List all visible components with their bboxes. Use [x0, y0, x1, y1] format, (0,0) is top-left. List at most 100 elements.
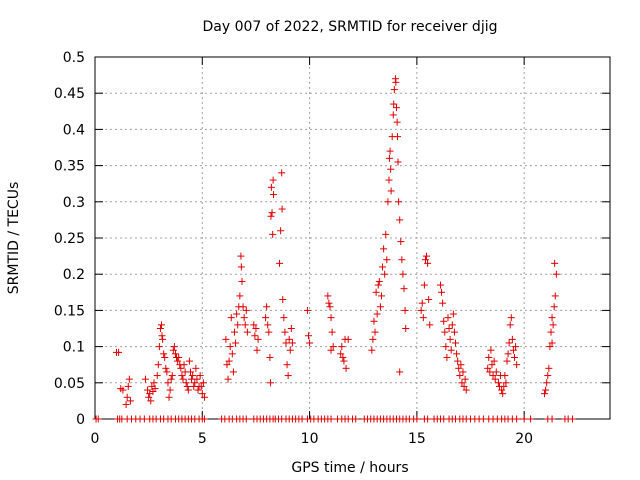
data-point	[394, 133, 402, 141]
data-point	[144, 386, 152, 394]
data-point	[441, 328, 449, 336]
data-point	[438, 288, 446, 296]
data-point	[253, 346, 261, 354]
data-point	[382, 230, 390, 238]
data-point	[178, 372, 186, 380]
data-point	[541, 390, 549, 398]
data-point	[171, 350, 179, 358]
data-point	[371, 328, 379, 336]
y-tick-label: 0.25	[54, 231, 85, 247]
y-tick-label: 0.45	[54, 86, 85, 102]
data-point	[376, 303, 384, 311]
data-point	[267, 379, 275, 387]
data-point	[287, 325, 295, 332]
data-point	[459, 368, 467, 376]
data-point	[200, 415, 208, 423]
x-tick-label: 5	[198, 431, 207, 447]
data-point	[166, 386, 174, 394]
data-point	[458, 379, 466, 387]
y-axis-ticks: 0 0.05 0.1 0.15 0.2 0.25 0.3 0.35 0.4 0.45 0.5	[54, 50, 610, 428]
data-point	[499, 390, 507, 398]
data-point	[229, 368, 237, 376]
y-axis-title: SRMTID / TECUs	[6, 182, 22, 295]
data-point	[224, 375, 232, 383]
data-point	[568, 415, 576, 423]
data-point	[425, 296, 433, 304]
data-point	[225, 357, 233, 365]
data-point	[397, 238, 405, 246]
data-point	[250, 321, 258, 329]
data-point	[511, 353, 519, 361]
data-point	[156, 325, 164, 332]
y-tick-label: 0.05	[54, 376, 85, 392]
data-point	[242, 306, 250, 314]
data-point	[164, 379, 172, 387]
data-point	[197, 382, 205, 390]
data-point	[369, 335, 377, 343]
data-point	[123, 393, 131, 401]
data-point	[344, 335, 352, 343]
data-point	[418, 299, 426, 307]
data-point	[266, 353, 274, 361]
y-tick-label: 0.35	[54, 159, 85, 175]
data-point	[168, 372, 176, 380]
data-point	[398, 256, 406, 264]
data-point	[269, 230, 277, 238]
data-point	[327, 415, 335, 423]
data-point	[520, 415, 528, 423]
data-point	[182, 379, 190, 387]
data-point	[126, 397, 134, 405]
data-point	[278, 205, 286, 213]
data-point	[163, 368, 171, 376]
data-point	[327, 346, 335, 354]
data-point	[507, 314, 515, 322]
data-point	[374, 281, 382, 289]
data-point	[276, 259, 284, 267]
data-point	[489, 372, 497, 380]
data-point	[282, 339, 290, 347]
y-tick-label: 0.15	[54, 303, 85, 319]
data-point	[400, 285, 408, 293]
y-tick-label: 0	[76, 412, 85, 428]
data-point	[508, 335, 516, 343]
data-point	[196, 372, 204, 380]
data-point	[380, 245, 388, 253]
data-point	[492, 368, 500, 376]
data-point	[242, 415, 250, 423]
data-point	[436, 281, 444, 289]
x-axis-title: GPS time / hours	[291, 460, 408, 476]
data-point	[385, 176, 393, 184]
data-point	[445, 325, 453, 332]
data-point	[159, 335, 167, 343]
data-point	[177, 364, 185, 372]
data-point	[150, 379, 158, 387]
data-point	[546, 343, 554, 351]
data-point	[326, 303, 334, 311]
data-point	[281, 328, 289, 336]
data-point	[503, 357, 511, 365]
data-point	[270, 191, 278, 199]
data-point	[145, 393, 153, 401]
data-point	[455, 364, 463, 372]
data-point	[502, 379, 510, 387]
data-point	[186, 368, 194, 376]
data-point	[234, 321, 242, 329]
data-point	[485, 353, 493, 361]
data-point	[500, 382, 508, 390]
data-point	[184, 386, 192, 394]
data-point	[444, 314, 452, 322]
data-point	[543, 379, 551, 387]
data-point	[506, 321, 514, 329]
data-point	[457, 361, 465, 369]
data-point	[161, 353, 169, 361]
data-point	[306, 339, 314, 347]
data-point	[399, 270, 407, 278]
data-point	[124, 382, 132, 390]
data-point	[453, 350, 461, 358]
data-points	[92, 75, 576, 423]
x-tick-label: 20	[515, 431, 533, 447]
x-tick-label: 10	[301, 431, 319, 447]
data-point	[283, 361, 291, 369]
data-point	[549, 321, 557, 329]
